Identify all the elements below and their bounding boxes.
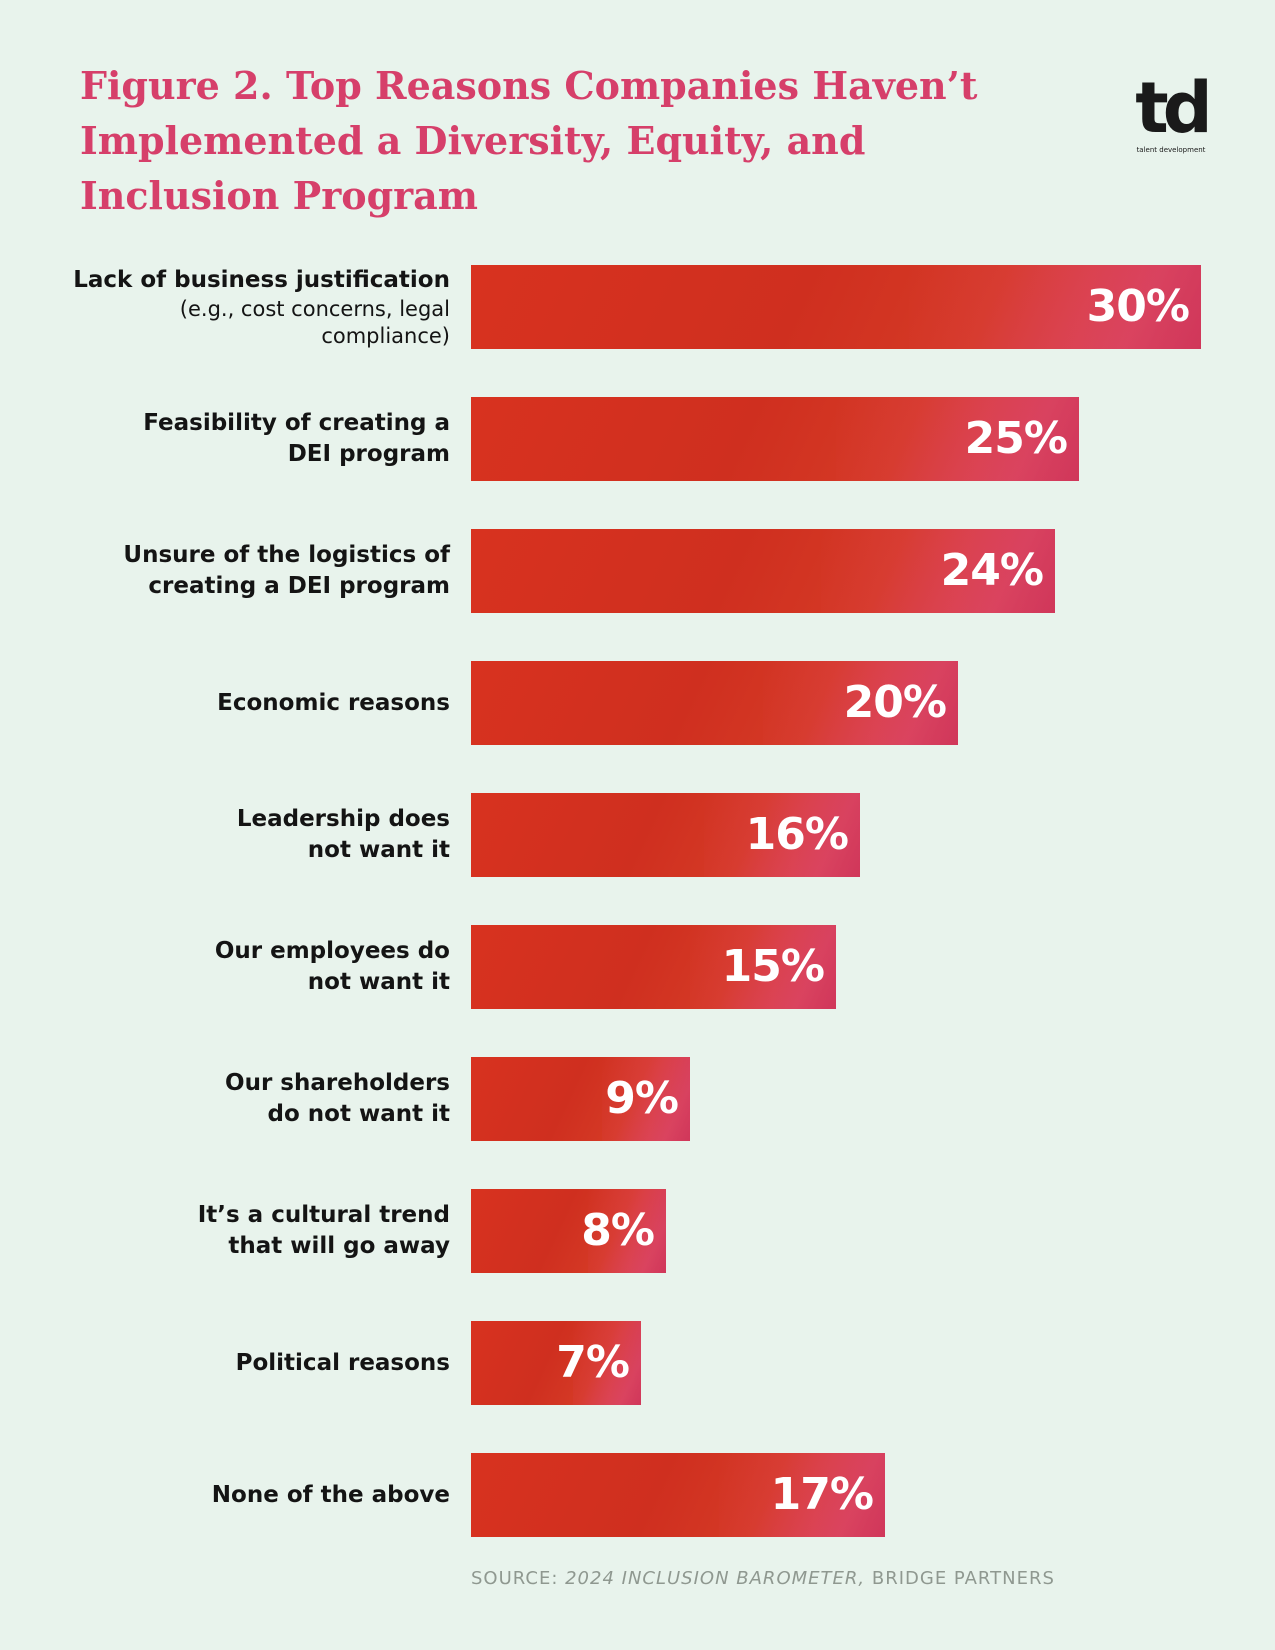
chart-row: Economic reasons 20% (0, 661, 1275, 745)
chart-title-line-3: Inclusion Program (80, 173, 478, 218)
bar-value-label: 16% (745, 809, 849, 860)
bar (471, 397, 1079, 481)
bar-value-label: 7% (556, 1337, 630, 1388)
category-label: None of the above (30, 1453, 450, 1537)
bar-value-label: 17% (770, 1469, 874, 1520)
bar (471, 1321, 641, 1405)
bar-value-label: 8% (581, 1205, 655, 1256)
category-label: Economic reasons (30, 661, 450, 745)
category-label-text: It’s a cultural trend that will go away (197, 1202, 450, 1259)
category-label-text: Unsure of the logistics of creating a DE… (123, 542, 450, 599)
category-label: Our shareholders do not want it (30, 1057, 450, 1141)
source-note: SOURCE: 2024 INCLUSION BAROMETER, BRIDGE… (471, 1568, 1055, 1589)
bar-value-label: 30% (1086, 281, 1190, 332)
bar (471, 925, 836, 1009)
bar (471, 661, 958, 745)
category-label: Leadership does not want it (30, 793, 450, 877)
category-label-text: Political reasons (235, 1349, 450, 1376)
category-label-text: Lack of business justification (73, 266, 450, 293)
chart-row: Lack of business justification (e.g., cos… (0, 265, 1275, 349)
category-label-text: Feasibility of creating a DEI program (143, 410, 450, 467)
chart-row: It’s a cultural trend that will go away 8… (0, 1189, 1275, 1273)
bar-value-label: 25% (964, 413, 1068, 464)
bar-value-label: 9% (605, 1073, 679, 1124)
bar (471, 265, 1201, 349)
bar (471, 1453, 885, 1537)
category-label: It’s a cultural trend that will go away (30, 1189, 450, 1273)
category-label-text: Leadership does not want it (236, 806, 450, 863)
bar (471, 1057, 690, 1141)
bar (471, 793, 860, 877)
category-label: Unsure of the logistics of creating a DE… (30, 529, 450, 613)
category-label-text: Our employees do not want it (214, 938, 450, 995)
td-logo: td talent development (1133, 67, 1213, 155)
bar-value-label: 15% (721, 941, 825, 992)
td-logo-subtitle: talent development (1136, 146, 1206, 154)
category-sublabel: (e.g., cost concerns, legal compliance) (179, 296, 450, 348)
chart-row: None of the above 17% (0, 1453, 1275, 1537)
source-prefix: SOURCE: (471, 1568, 566, 1589)
category-label: Lack of business justification (e.g., cos… (30, 265, 450, 349)
category-label: Feasibility of creating a DEI program (30, 397, 450, 481)
category-label-text: Our shareholders do not want it (225, 1070, 450, 1127)
bar-value-label: 24% (940, 545, 1044, 596)
source-title: 2024 INCLUSION BAROMETER, (565, 1568, 866, 1589)
bar-value-label: 20% (843, 677, 947, 728)
bar (471, 529, 1055, 613)
chart-row: Feasibility of creating a DEI program 25% (0, 397, 1275, 481)
chart-row: Unsure of the logistics of creating a DE… (0, 529, 1275, 613)
chart-row: Our employees do not want it 15% (0, 925, 1275, 1009)
category-label: Political reasons (30, 1321, 450, 1405)
chart-title-line-2: Implemented a Diversity, Equity, and (80, 118, 866, 163)
chart-title-line-1: Figure 2. Top Reasons Companies Haven’t (80, 63, 978, 108)
chart-row: Our shareholders do not want it 9% (0, 1057, 1275, 1141)
td-logo-mark: td (1135, 67, 1213, 149)
category-label-text: Economic reasons (217, 689, 450, 716)
chart-row: Political reasons 7% (0, 1321, 1275, 1405)
bar (471, 1189, 666, 1273)
chart-row: Leadership does not want it 16% (0, 793, 1275, 877)
source-suffix: BRIDGE PARTNERS (865, 1568, 1055, 1589)
chart-title: Figure 2. Top Reasons Companies Haven’t … (80, 58, 980, 223)
category-label: Our employees do not want it (30, 925, 450, 1009)
category-label-text: None of the above (211, 1481, 450, 1508)
